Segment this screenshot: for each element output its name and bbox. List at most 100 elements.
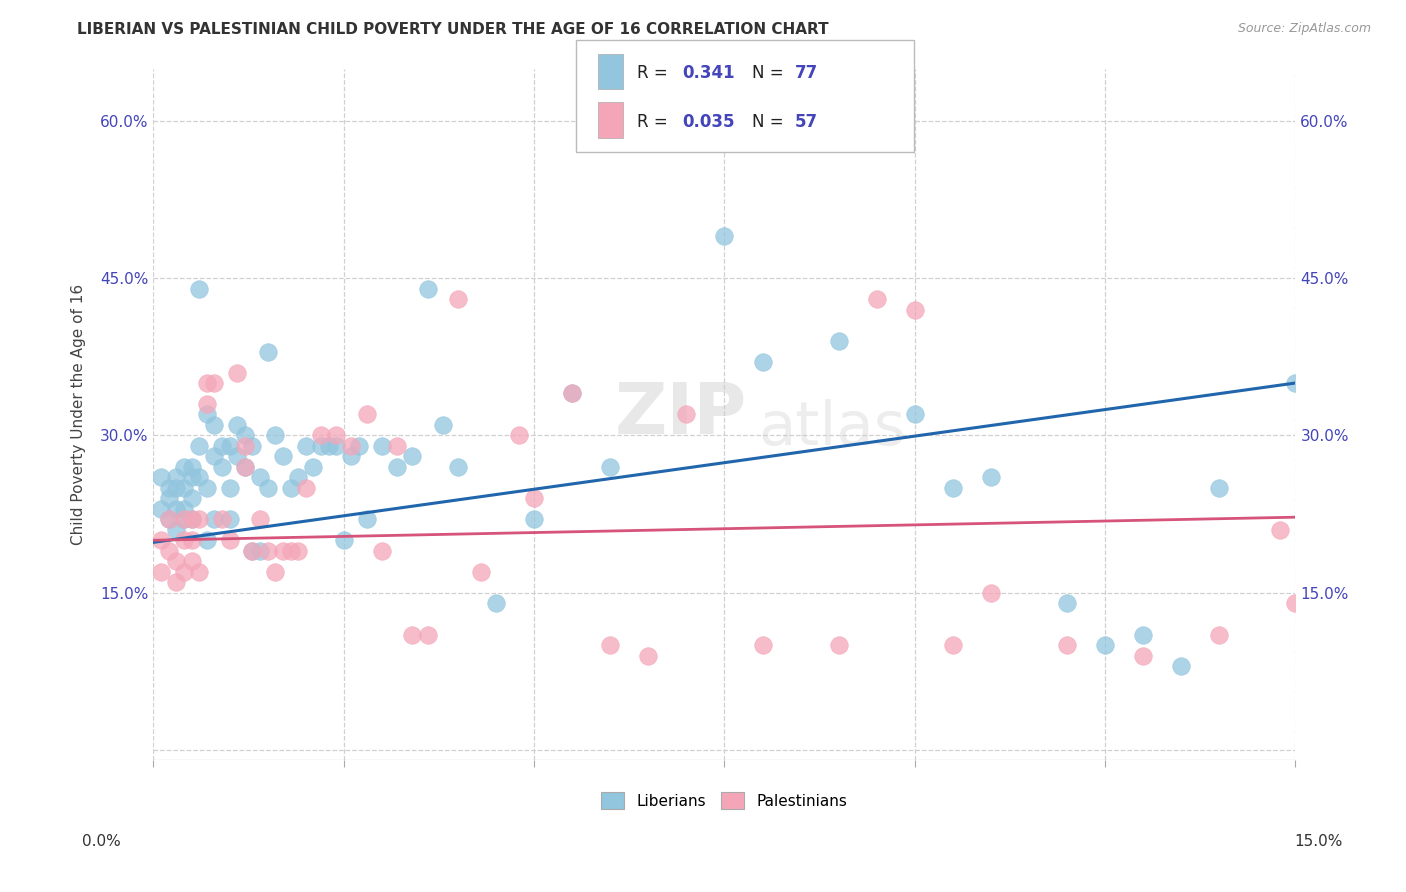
Point <box>318 439 340 453</box>
Point <box>401 627 423 641</box>
Point <box>599 638 621 652</box>
Point <box>195 408 218 422</box>
Text: atlas: atlas <box>759 399 907 458</box>
Point <box>561 386 583 401</box>
Point <box>173 533 195 548</box>
Point <box>242 439 264 453</box>
Point <box>226 366 249 380</box>
Text: N =: N = <box>752 112 789 130</box>
Point <box>637 93 659 107</box>
Point <box>280 543 302 558</box>
Point <box>637 648 659 663</box>
Point <box>233 439 256 453</box>
Point <box>226 450 249 464</box>
Point <box>1056 638 1078 652</box>
Text: 15.0%: 15.0% <box>1295 834 1343 849</box>
Point <box>1094 638 1116 652</box>
Point <box>675 408 697 422</box>
Point <box>385 459 408 474</box>
Point <box>485 596 508 610</box>
Point <box>287 543 309 558</box>
Point <box>218 481 240 495</box>
Point <box>242 543 264 558</box>
Point <box>827 334 849 348</box>
Point <box>340 439 363 453</box>
Point <box>150 565 173 579</box>
Point <box>195 533 218 548</box>
Point <box>447 292 470 306</box>
Point <box>256 344 278 359</box>
Point <box>157 512 180 526</box>
Point <box>523 491 546 506</box>
Point <box>371 439 394 453</box>
Point <box>523 512 546 526</box>
Point <box>340 450 363 464</box>
Point <box>302 459 325 474</box>
Point <box>1132 648 1154 663</box>
Point <box>150 501 173 516</box>
Point <box>447 459 470 474</box>
Point <box>165 575 187 590</box>
Point <box>218 439 240 453</box>
Point <box>233 459 256 474</box>
Point <box>249 543 271 558</box>
Text: ZIP: ZIP <box>614 380 748 449</box>
Point <box>180 512 202 526</box>
Point <box>256 481 278 495</box>
Point <box>165 523 187 537</box>
Point <box>1284 376 1306 390</box>
Point <box>165 470 187 484</box>
Point <box>325 428 347 442</box>
Text: LIBERIAN VS PALESTINIAN CHILD POVERTY UNDER THE AGE OF 16 CORRELATION CHART: LIBERIAN VS PALESTINIAN CHILD POVERTY UN… <box>77 22 830 37</box>
Point <box>173 565 195 579</box>
Point <box>180 512 202 526</box>
Point <box>242 543 264 558</box>
Point <box>294 439 316 453</box>
Text: 77: 77 <box>794 64 818 82</box>
Point <box>188 282 211 296</box>
Point <box>356 408 378 422</box>
Point <box>202 376 225 390</box>
Point <box>173 459 195 474</box>
Point <box>173 501 195 516</box>
Point <box>218 533 240 548</box>
Point <box>202 512 225 526</box>
Point <box>470 565 492 579</box>
Point <box>249 470 271 484</box>
Point <box>202 417 225 432</box>
Point <box>287 470 309 484</box>
Text: 0.035: 0.035 <box>682 112 734 130</box>
Point <box>401 450 423 464</box>
Point <box>264 428 287 442</box>
Point <box>1170 659 1192 673</box>
Point <box>432 417 454 432</box>
Point <box>165 554 187 568</box>
Point <box>309 428 332 442</box>
Point <box>211 459 233 474</box>
Point <box>188 439 211 453</box>
Point <box>280 481 302 495</box>
Point <box>561 386 583 401</box>
Point <box>713 229 735 244</box>
Y-axis label: Child Poverty Under the Age of 16: Child Poverty Under the Age of 16 <box>72 284 86 545</box>
Point <box>195 376 218 390</box>
Point <box>188 565 211 579</box>
Point <box>188 470 211 484</box>
Point <box>157 543 180 558</box>
Point <box>356 512 378 526</box>
Point <box>942 638 965 652</box>
Point <box>271 450 294 464</box>
Point <box>508 428 530 442</box>
Point <box>980 585 1002 599</box>
Point <box>416 627 439 641</box>
Point <box>150 470 173 484</box>
Point <box>173 481 195 495</box>
Point <box>1056 596 1078 610</box>
Point <box>942 481 965 495</box>
Point <box>385 439 408 453</box>
Point <box>195 397 218 411</box>
Point <box>827 638 849 652</box>
Point <box>1284 596 1306 610</box>
Point <box>333 533 356 548</box>
Point <box>866 292 889 306</box>
